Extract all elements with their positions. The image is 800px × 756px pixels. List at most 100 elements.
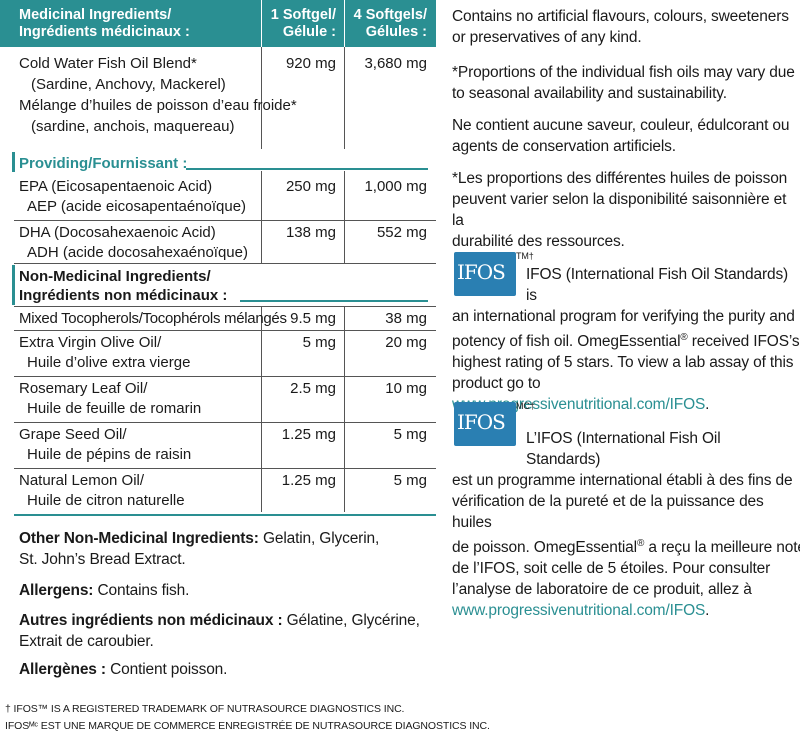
table-header: Medicinal Ingredients/ Ingrédients médic… (0, 0, 436, 47)
grape-seed-value-4: 5 mg (393, 426, 427, 443)
rosemary-name-fr: Huile de feuille de romarin (27, 400, 202, 417)
other-ingredients-text-2: St. John’s Bread Extract. (19, 551, 186, 568)
ifos-fr-line-4a: de poisson. OmegEssential (452, 539, 637, 557)
tocopherols-value-4: 38 mg (385, 310, 427, 327)
other-ingredients-fr: Autres ingrédients non médicinaux : Géla… (19, 610, 429, 652)
ifos-fr-line-4: de poisson. OmegEssential® a reçu la mei… (452, 533, 800, 558)
allergens-text: Contains fish. (93, 582, 190, 599)
allergens-en: Allergens: Contains fish. (19, 580, 429, 601)
olive-oil-name-fr: Huile d’olive extra vierge (27, 354, 191, 371)
grape-seed-name: Grape Seed Oil/ (19, 426, 127, 443)
ingredients-panel: Medicinal Ingredients/ Ingrédients médic… (0, 0, 490, 732)
ifos-fr-line-4b: a reçu la meilleure note (644, 539, 800, 557)
ifos-fr-line-7: www.progressivenutritional.com/IFOS. (452, 600, 797, 621)
ifos-logo: IFOS (454, 252, 516, 296)
other-ingredients-label: Other Non-Medicinal Ingredients: (19, 530, 259, 547)
ingredients-table: Cold Water Fish Oil Blend* (Sardine, Anc… (0, 47, 436, 517)
other-ingredients-en: Other Non-Medicinal Ingredients: Gelatin… (19, 528, 429, 570)
proportions-fr-line-2: peuvent varier selon la disponibilité sa… (452, 191, 787, 229)
ifos-en-line-3b: received IFOS’s (687, 333, 800, 351)
no-artificial-en: Contains no artificial flavours, colours… (452, 6, 797, 48)
no-artificial-line-2: or preservatives of any kind. (452, 29, 642, 46)
lemon-oil-name: Natural Lemon Oil/ (19, 472, 145, 489)
ifos-fr-line-5: de l’IFOS, soit celle de 5 étoiles. Pour… (452, 560, 771, 578)
proportions-line-2: to seasonal availability and sustainabil… (452, 85, 727, 102)
epa-name-fr: AEP (acide eicosapentaénoïque) (27, 198, 247, 215)
fish-oil-value-4: 3,680 mg (364, 55, 427, 72)
no-artificial-line-1: Contains no artificial flavours, colours… (452, 8, 789, 25)
fish-oil-value-1: 920 mg (285, 55, 336, 72)
ifos-en-line-5a: product go to (452, 375, 541, 393)
ifos-fr-line-3: vérification de la pureté et de la puiss… (452, 493, 764, 531)
ifos-logo-fr: IFOS (454, 402, 516, 446)
epa-name: EPA (Eicosapentaenoic Acid) (19, 178, 213, 195)
ifos-en-line-2: an international program for verifying t… (452, 308, 795, 325)
epa-value-1: 250 mg (285, 178, 336, 195)
providing-heading: Providing/Fournissant : (19, 155, 188, 172)
table-row: Cold Water Fish Oil Blend* (Sardine, Anc… (0, 51, 436, 151)
allergenes-label: Allergènes : (19, 661, 106, 678)
grape-seed-value-1: 1.25 mg (281, 426, 336, 443)
ifos-logo-text: IFOS (457, 260, 506, 284)
olive-oil-value-4: 20 mg (385, 334, 427, 351)
other-ingredients-text-fr: Gélatine, Glycérine, (282, 612, 420, 629)
ifos-description-fr: L’IFOS (International Fish Oil Standards… (452, 428, 800, 621)
ifos-description-en: IFOS (International Fish Oil Standards) … (452, 264, 800, 415)
ifos-fr-line-1: L’IFOS (International Fish Oil Standards… (526, 430, 721, 468)
ifos-link-fr[interactable]: www.progressivenutritional.com/IFOS (452, 602, 706, 620)
dha-name: DHA (Docosahexaenoic Acid) (19, 224, 216, 241)
no-artificial-fr-line-1: Ne contient aucune saveur, couleur, édul… (452, 117, 790, 134)
other-ingredients-label-fr: Autres ingrédients non médicinaux : (19, 612, 283, 629)
proportions-line-1: *Proportions of the individual fish oils… (452, 64, 795, 81)
no-artificial-fr: Ne contient aucune saveur, couleur, édul… (452, 115, 797, 157)
olive-oil-value-1: 5 mg (302, 334, 336, 351)
ifos-en-line-1: IFOS (International Fish Oil Standards) … (526, 266, 789, 304)
ifos-logo-text-fr: IFOS (457, 410, 506, 434)
olive-oil-name: Extra Virgin Olive Oil/ (19, 334, 162, 351)
dha-value-4: 552 mg (376, 224, 427, 241)
proportions-en: *Proportions of the individual fish oils… (452, 62, 797, 104)
header-four-softgels: 4 Softgels/ Gélules : (353, 7, 427, 40)
ifos-en-line-3: potency of fish oil. OmegEssential® rece… (452, 327, 800, 352)
registered-mark: ® (680, 332, 688, 343)
fish-oil-sub-en: (Sardine, Anchovy, Mackerel) (31, 76, 226, 93)
ifos-fr-period: . (705, 602, 710, 620)
ifos-en-line-3a: potency of fish oil. OmegEssential (452, 333, 681, 351)
ifos-trademark: TM† (516, 251, 534, 261)
no-artificial-fr-line-2: agents de conservation artificiels. (452, 138, 676, 155)
allergens-label: Allergens: (19, 582, 94, 599)
footnote-en: † IFOS™ IS A REGISTERED TRADEMARK OF NUT… (5, 703, 405, 715)
rosemary-name: Rosemary Leaf Oil/ (19, 380, 148, 397)
dha-name-fr: ADH (acide docosahexaénoïque) (27, 244, 248, 261)
registered-mark-fr: ® (636, 538, 645, 549)
other-ingredients-text-fr-2: Extrait de caroubier. (19, 633, 154, 650)
allergenes-text: Contient poisson. (105, 661, 228, 678)
fish-oil-name-fr: Mélange d’huiles de poisson d’eau froide… (19, 97, 297, 114)
lemon-oil-name-fr: Huile de citron naturelle (27, 492, 185, 509)
proportions-fr: *Les proportions des différentes huiles … (452, 168, 797, 252)
lemon-oil-value-1: 1.25 mg (281, 472, 336, 489)
proportions-fr-line-3: durabilité des ressources. (452, 233, 625, 250)
epa-value-4: 1,000 mg (364, 178, 427, 195)
rosemary-value-1: 2.5 mg (290, 380, 336, 397)
ifos-fr-line-6: l’analyse de laboratoire de ce produit, … (452, 581, 752, 599)
other-ingredients-text: Gelatin, Glycerin, (258, 530, 380, 547)
lemon-oil-value-4: 5 mg (393, 472, 427, 489)
grape-seed-name-fr: Huile de pépins de raisin (27, 446, 192, 463)
proportions-fr-line-1: *Les proportions des différentes huiles … (452, 170, 788, 187)
ifos-trademark-fr: MC† (516, 401, 535, 411)
ifos-en-line-4: highest rating of 5 stars. To view a lab… (452, 354, 794, 372)
header-ingredient: Medicinal Ingredients/ Ingrédients médic… (19, 7, 190, 40)
fish-oil-sub-fr: (sardine, anchois, maquereau) (31, 118, 235, 135)
tocopherols-value-1: 9.5 mg (290, 310, 336, 327)
non-medicinal-heading-en: Non-Medicinal Ingredients/ (19, 268, 211, 285)
allergens-fr: Allergènes : Contient poisson. (19, 659, 429, 680)
dha-value-1: 138 mg (285, 224, 336, 241)
tocopherols-name: Mixed Tocopherols/Tocophérols mélangés (19, 310, 287, 327)
rosemary-value-4: 10 mg (385, 380, 427, 397)
fish-oil-name-en: Cold Water Fish Oil Blend* (19, 55, 197, 72)
header-one-softgel: 1 Softgel/ Gélule : (270, 7, 336, 40)
ifos-fr-line-2: est un programme international établi à … (452, 472, 793, 489)
non-medicinal-heading-fr: Ingrédients non médicinaux : (19, 287, 228, 304)
ifos-en-period: . (705, 396, 710, 414)
